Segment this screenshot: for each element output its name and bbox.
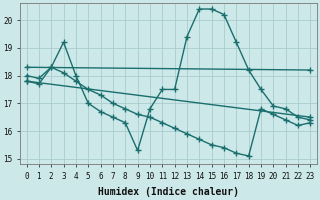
X-axis label: Humidex (Indice chaleur): Humidex (Indice chaleur)	[98, 186, 239, 197]
